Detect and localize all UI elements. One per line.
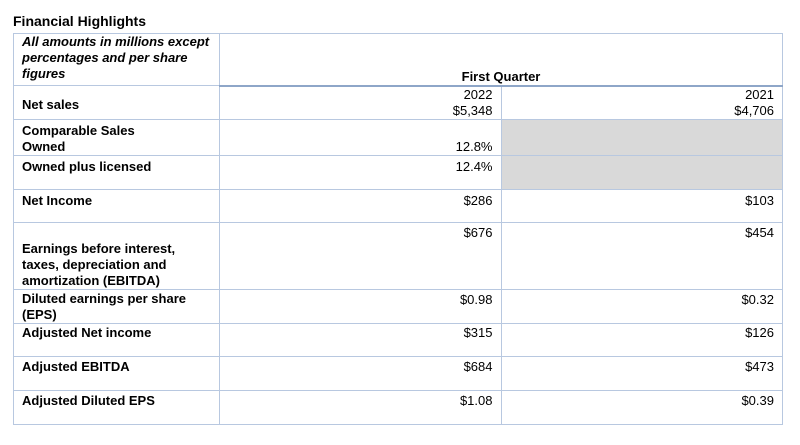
document-title: Financial Highlights xyxy=(13,13,147,29)
row-label-diluted-eps: Diluted earnings per share (EPS) xyxy=(13,289,220,324)
row-label-ebitda: Earnings before interest, taxes, depreci… xyxy=(13,222,220,290)
table-row: Net Income $286 $103 xyxy=(13,189,783,223)
row-label-owned: Owned xyxy=(22,139,66,154)
adj-diluted-eps-prior: $0.39 xyxy=(500,390,783,425)
owned-plus-licensed-prior-shaded xyxy=(500,155,783,190)
diluted-eps-prior: $0.32 xyxy=(500,289,783,324)
table-row: Net sales 2022 $5,348 2021 $4,706 xyxy=(13,84,783,120)
table-row: Diluted earnings per share (EPS) $0.98 $… xyxy=(13,289,783,324)
amounts-note: All amounts in millions except percentag… xyxy=(13,33,220,86)
table-row: Adjusted Diluted EPS $1.08 $0.39 xyxy=(13,390,783,425)
table-row: Adjusted EBITDA $684 $473 xyxy=(13,356,783,391)
table-header-row: All amounts in millions except percentag… xyxy=(13,33,783,86)
net-sales-current-cell: 2022 $5,348 xyxy=(219,84,502,120)
owned-prior-shaded xyxy=(500,119,783,156)
row-label-net-sales: Net sales xyxy=(13,85,220,120)
net-sales-current: $5,348 xyxy=(452,102,493,118)
ebitda-prior: $454 xyxy=(500,222,783,290)
year-prior: 2021 xyxy=(745,86,774,102)
financial-table: All amounts in millions except percentag… xyxy=(13,33,783,425)
owned-plus-licensed-current: 12.4% xyxy=(219,155,502,190)
net-sales-prior: $4,706 xyxy=(734,102,774,118)
adj-net-income-prior: $126 xyxy=(500,323,783,357)
adj-net-income-current: $315 xyxy=(219,323,502,357)
period-header: First Quarter xyxy=(219,33,783,86)
net-income-current: $286 xyxy=(219,189,502,223)
net-income-prior: $103 xyxy=(500,189,783,223)
diluted-eps-current: $0.98 xyxy=(219,289,502,324)
owned-current: 12.8% xyxy=(219,119,502,156)
row-label-adj-net-income: Adjusted Net income xyxy=(13,323,220,357)
table-row: Adjusted Net income $315 $126 xyxy=(13,323,783,357)
row-label-owned-plus-licensed: Owned plus licensed xyxy=(13,155,220,190)
adj-diluted-eps-current: $1.08 xyxy=(219,390,502,425)
comparable-sales-heading: Comparable Sales xyxy=(22,123,135,138)
ebitda-current: $676 xyxy=(219,222,502,290)
net-sales-prior-cell: 2021 $4,706 xyxy=(500,84,783,120)
adj-ebitda-current: $684 xyxy=(219,356,502,391)
year-current: 2022 xyxy=(463,86,493,102)
adj-ebitda-prior: $473 xyxy=(500,356,783,391)
table-row: Owned plus licensed 12.4% xyxy=(13,155,783,190)
row-label-adj-ebitda: Adjusted EBITDA xyxy=(13,356,220,391)
table-row: Earnings before interest, taxes, depreci… xyxy=(13,222,783,290)
row-label-comparable-owned: Comparable Sales Owned xyxy=(13,119,220,156)
row-label-adj-diluted-eps: Adjusted Diluted EPS xyxy=(13,390,220,425)
table-row: Comparable Sales Owned 12.8% xyxy=(13,119,783,156)
row-label-net-income: Net Income xyxy=(13,189,220,223)
